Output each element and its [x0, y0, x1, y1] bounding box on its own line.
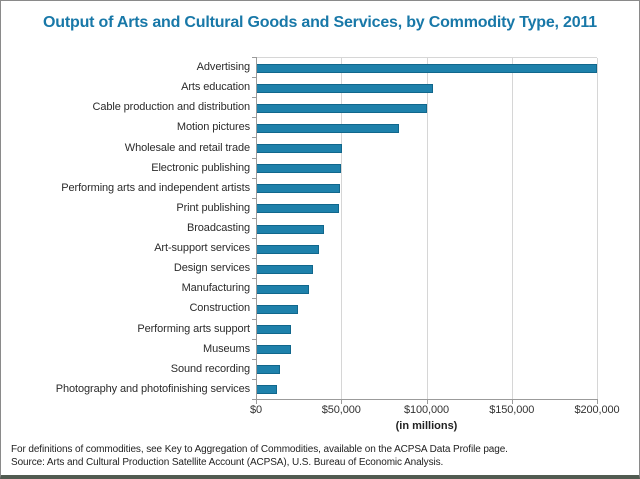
category-label: Museums	[203, 342, 250, 355]
x-tick-label: $200,000	[574, 404, 620, 416]
footnote-source: Source: Arts and Cultural Production Sat…	[11, 457, 444, 468]
y-axis-tick	[252, 399, 256, 400]
y-axis-tick	[252, 117, 256, 118]
category-label: Broadcasting	[186, 222, 250, 234]
footnote-definitions: For definitions of commodities, see Key …	[11, 444, 508, 455]
category-label: Performing arts and independent artists	[61, 181, 250, 194]
y-axis-tick	[252, 137, 256, 138]
chart-title: Output of Arts and Cultural Goods and Se…	[43, 14, 597, 31]
gridline	[341, 58, 343, 400]
bar-museums	[256, 345, 291, 355]
bar-electronic-publishing	[256, 164, 341, 174]
y-axis-tick	[252, 238, 256, 239]
bar-construction	[256, 304, 298, 314]
bar-cable-production-and-distribution	[256, 103, 428, 113]
category-label: Motion pictures	[176, 121, 250, 134]
category-label: Design services	[173, 262, 250, 275]
y-axis-tick	[252, 218, 256, 219]
plot-area	[256, 57, 598, 400]
category-label: Manufacturing	[181, 282, 251, 295]
category-label: Photography and photofinishing services	[55, 382, 250, 395]
y-axis-tick	[252, 339, 256, 340]
bar-arts-education	[256, 83, 434, 93]
category-label: Art-support services	[154, 242, 250, 255]
bar-sound-recording	[256, 365, 281, 375]
x-axis-line	[252, 399, 598, 400]
x-axis-tick	[426, 400, 428, 404]
x-axis-tick	[597, 400, 598, 404]
y-axis-tick	[252, 77, 256, 78]
x-axis-tick	[341, 400, 343, 404]
y-axis-tick	[252, 319, 256, 320]
bar-manufacturing	[256, 284, 309, 294]
y-axis-line	[256, 57, 257, 400]
y-axis-tick	[252, 298, 256, 299]
category-label: Advertising	[196, 61, 250, 74]
footnote: For definitions of commodities, see Key …	[11, 443, 631, 469]
bar-art-support-services	[256, 244, 319, 254]
category-label: Electronic publishing	[151, 161, 250, 174]
y-axis-tick	[252, 97, 256, 98]
y-axis-tick	[252, 359, 256, 360]
x-tick-label: $0	[249, 404, 263, 416]
y-axis-tick	[252, 198, 256, 199]
x-tick-label: $50,000	[321, 404, 361, 416]
category-label: Wholesale and retail trade	[124, 141, 250, 154]
category-label: Performing arts support	[137, 322, 250, 335]
category-label: Construction	[189, 302, 250, 315]
bar-performing-arts-support	[256, 325, 292, 335]
bar-broadcasting	[256, 224, 324, 234]
y-axis-tick	[252, 379, 256, 380]
gridline	[511, 58, 513, 400]
x-tick-label: $100,000	[403, 404, 450, 416]
y-axis-tick	[252, 278, 256, 279]
gridline	[597, 58, 598, 400]
bar-photography-and-photofinishing-services	[256, 385, 277, 395]
bar-motion-pictures	[256, 123, 399, 133]
bar-wholesale-and-retail-trade	[256, 144, 342, 154]
y-axis-tick	[252, 258, 256, 259]
category-label: Print publishing	[176, 201, 250, 214]
y-axis-tick	[252, 178, 256, 179]
bar-design-services	[256, 264, 313, 274]
x-tick-label: $150,000	[489, 404, 535, 416]
gridline	[426, 58, 428, 400]
category-label: Sound recording	[170, 362, 250, 375]
x-axis-tick	[511, 400, 513, 404]
bar-print-publishing	[256, 204, 340, 214]
x-axis-title: (in millions)	[395, 420, 458, 432]
category-label: Arts education	[181, 81, 250, 94]
y-axis-tick	[252, 57, 256, 58]
bar-performing-arts-and-independent-artists	[256, 184, 340, 194]
x-axis-tick	[256, 400, 257, 404]
category-label: Cable production and distribution	[92, 101, 250, 114]
y-axis-tick	[252, 158, 256, 159]
bar-advertising	[256, 63, 597, 73]
